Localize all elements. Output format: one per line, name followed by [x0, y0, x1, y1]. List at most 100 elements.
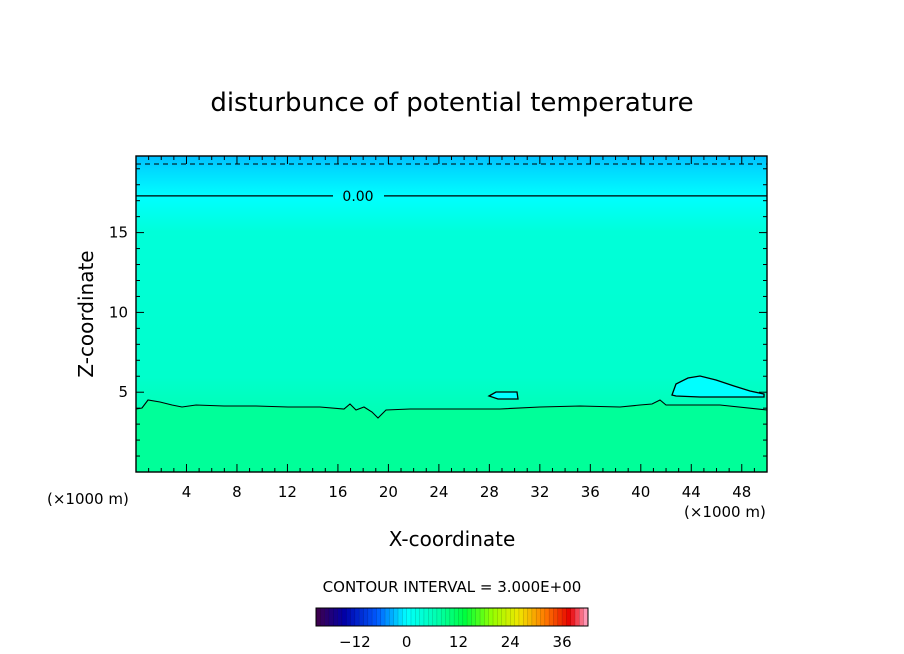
- colorbar-segment: [467, 608, 472, 626]
- colorbar-segment: [324, 608, 330, 626]
- colorbar-segment: [423, 608, 429, 626]
- x-tick-label: 24: [429, 483, 448, 501]
- colorbar-segment: [475, 608, 481, 626]
- x-tick-label: 44: [682, 483, 701, 501]
- colorbar-segment: [341, 608, 347, 626]
- x-tick-label: 8: [232, 483, 242, 501]
- chart-title: disturbunce of potential temperature: [210, 88, 693, 118]
- colorbar-segment: [488, 608, 494, 626]
- colorbar-segment: [523, 608, 528, 626]
- contour-label: 0.00: [342, 189, 373, 205]
- colorbar-segment: [385, 608, 390, 626]
- colorbar-segment: [398, 608, 403, 626]
- x-tick-label: 32: [530, 483, 549, 501]
- colorbar-segment: [531, 608, 537, 626]
- x-tick-label: 36: [581, 483, 600, 501]
- colorbar-segment: [497, 608, 502, 626]
- colorbar-segment: [410, 608, 416, 626]
- colorbar-segment: [575, 608, 580, 626]
- colorbar-segment: [441, 608, 446, 626]
- colorbar-segment: [493, 608, 498, 626]
- colorbar-segment: [536, 608, 541, 626]
- colorbar-segment: [544, 608, 550, 626]
- colorbar-segment: [346, 608, 351, 626]
- colorbar-segment: [376, 608, 382, 626]
- colorbar-segment: [484, 608, 489, 626]
- colorbar-segment: [518, 608, 524, 626]
- colorbar-segment: [354, 608, 360, 626]
- plot-area: [136, 156, 767, 472]
- y-tick-label: 5: [118, 383, 128, 401]
- z-axis-unit: (×1000 m): [684, 503, 766, 521]
- colorbar-segment: [570, 608, 576, 626]
- colorbar-segment: [579, 608, 584, 626]
- colorbar-segment: [514, 608, 520, 626]
- colorbar-segment: [320, 608, 325, 626]
- colorbar-tick-label: 0: [402, 633, 412, 651]
- colorbar-segment: [328, 608, 334, 626]
- x-tick-label: 28: [480, 483, 499, 501]
- colorbar-tick-label: −12: [339, 633, 371, 651]
- colorbar-frame: [315, 607, 589, 627]
- colorbar-segment: [337, 608, 343, 626]
- colorbar-segment: [359, 608, 364, 626]
- colorbar-segment: [562, 608, 567, 626]
- colorbar-segment: [428, 608, 433, 626]
- x-axis-unit: (×1000 m): [47, 490, 129, 508]
- x-tick-label: 12: [278, 483, 297, 501]
- colorbar-segment: [566, 608, 572, 626]
- colorbar-segment: [393, 608, 399, 626]
- lower-boundary-contour: [136, 399, 767, 419]
- colorbar-segment: [367, 608, 373, 626]
- colorbar-segment: [510, 608, 515, 626]
- colorbar-segment: [549, 608, 554, 626]
- contour-lines: 0.00: [136, 163, 767, 205]
- x-tick-label: 40: [631, 483, 650, 501]
- x-tick-label: 48: [732, 483, 751, 501]
- colorbar-tick-label: 24: [501, 633, 520, 651]
- colorbar-segment: [436, 608, 442, 626]
- colorbar-segment: [406, 608, 412, 626]
- y-tick-label: 15: [109, 224, 128, 242]
- x-tick-label: 16: [328, 483, 347, 501]
- colorbar-segment: [449, 608, 455, 626]
- colorbar: −12 0 12 24 36: [315, 607, 589, 651]
- colorbar-segment: [432, 608, 438, 626]
- colorbar-segment: [389, 608, 395, 626]
- colorbar-segment: [557, 608, 563, 626]
- colorbar-segment: [419, 608, 425, 626]
- y-axis-label: Z-coordinate: [74, 250, 98, 377]
- colorbar-segment: [454, 608, 459, 626]
- colorbar-segment: [553, 608, 559, 626]
- colorbar-segment: [415, 608, 420, 626]
- colorbar-segment: [445, 608, 451, 626]
- colorbar-segment: [480, 608, 485, 626]
- contour-interval-label: CONTOUR INTERVAL = 3.000E+00: [323, 578, 582, 596]
- x-tick-label: 20: [379, 483, 398, 501]
- colorbar-tick-label: 12: [449, 633, 468, 651]
- x-axis-label: X-coordinate: [389, 527, 516, 551]
- colorbar-segment: [527, 608, 533, 626]
- colorbar-segment: [471, 608, 477, 626]
- colorbar-segment: [333, 608, 338, 626]
- colorbar-segment: [402, 608, 407, 626]
- warm-bubble-right: [671, 375, 765, 398]
- warm-bubble-small: [487, 391, 519, 400]
- lower-layer: [136, 400, 767, 472]
- colorbar-segment: [380, 608, 386, 626]
- x-tick-label: 4: [182, 483, 192, 501]
- colorbar-segment: [316, 608, 321, 626]
- colorbar-segment: [372, 608, 377, 626]
- colorbar-segment: [501, 608, 507, 626]
- colorbar-tick-label: 36: [553, 633, 572, 651]
- colorbar-segment: [363, 608, 369, 626]
- colorbar-segment: [505, 608, 511, 626]
- colorbar-segment: [350, 608, 356, 626]
- y-tick-label: 10: [109, 303, 128, 321]
- colorbar-segment: [540, 608, 546, 626]
- colorbar-segment: [462, 608, 468, 626]
- colorbar-segment: [583, 608, 589, 626]
- colorbar-segment: [458, 608, 464, 626]
